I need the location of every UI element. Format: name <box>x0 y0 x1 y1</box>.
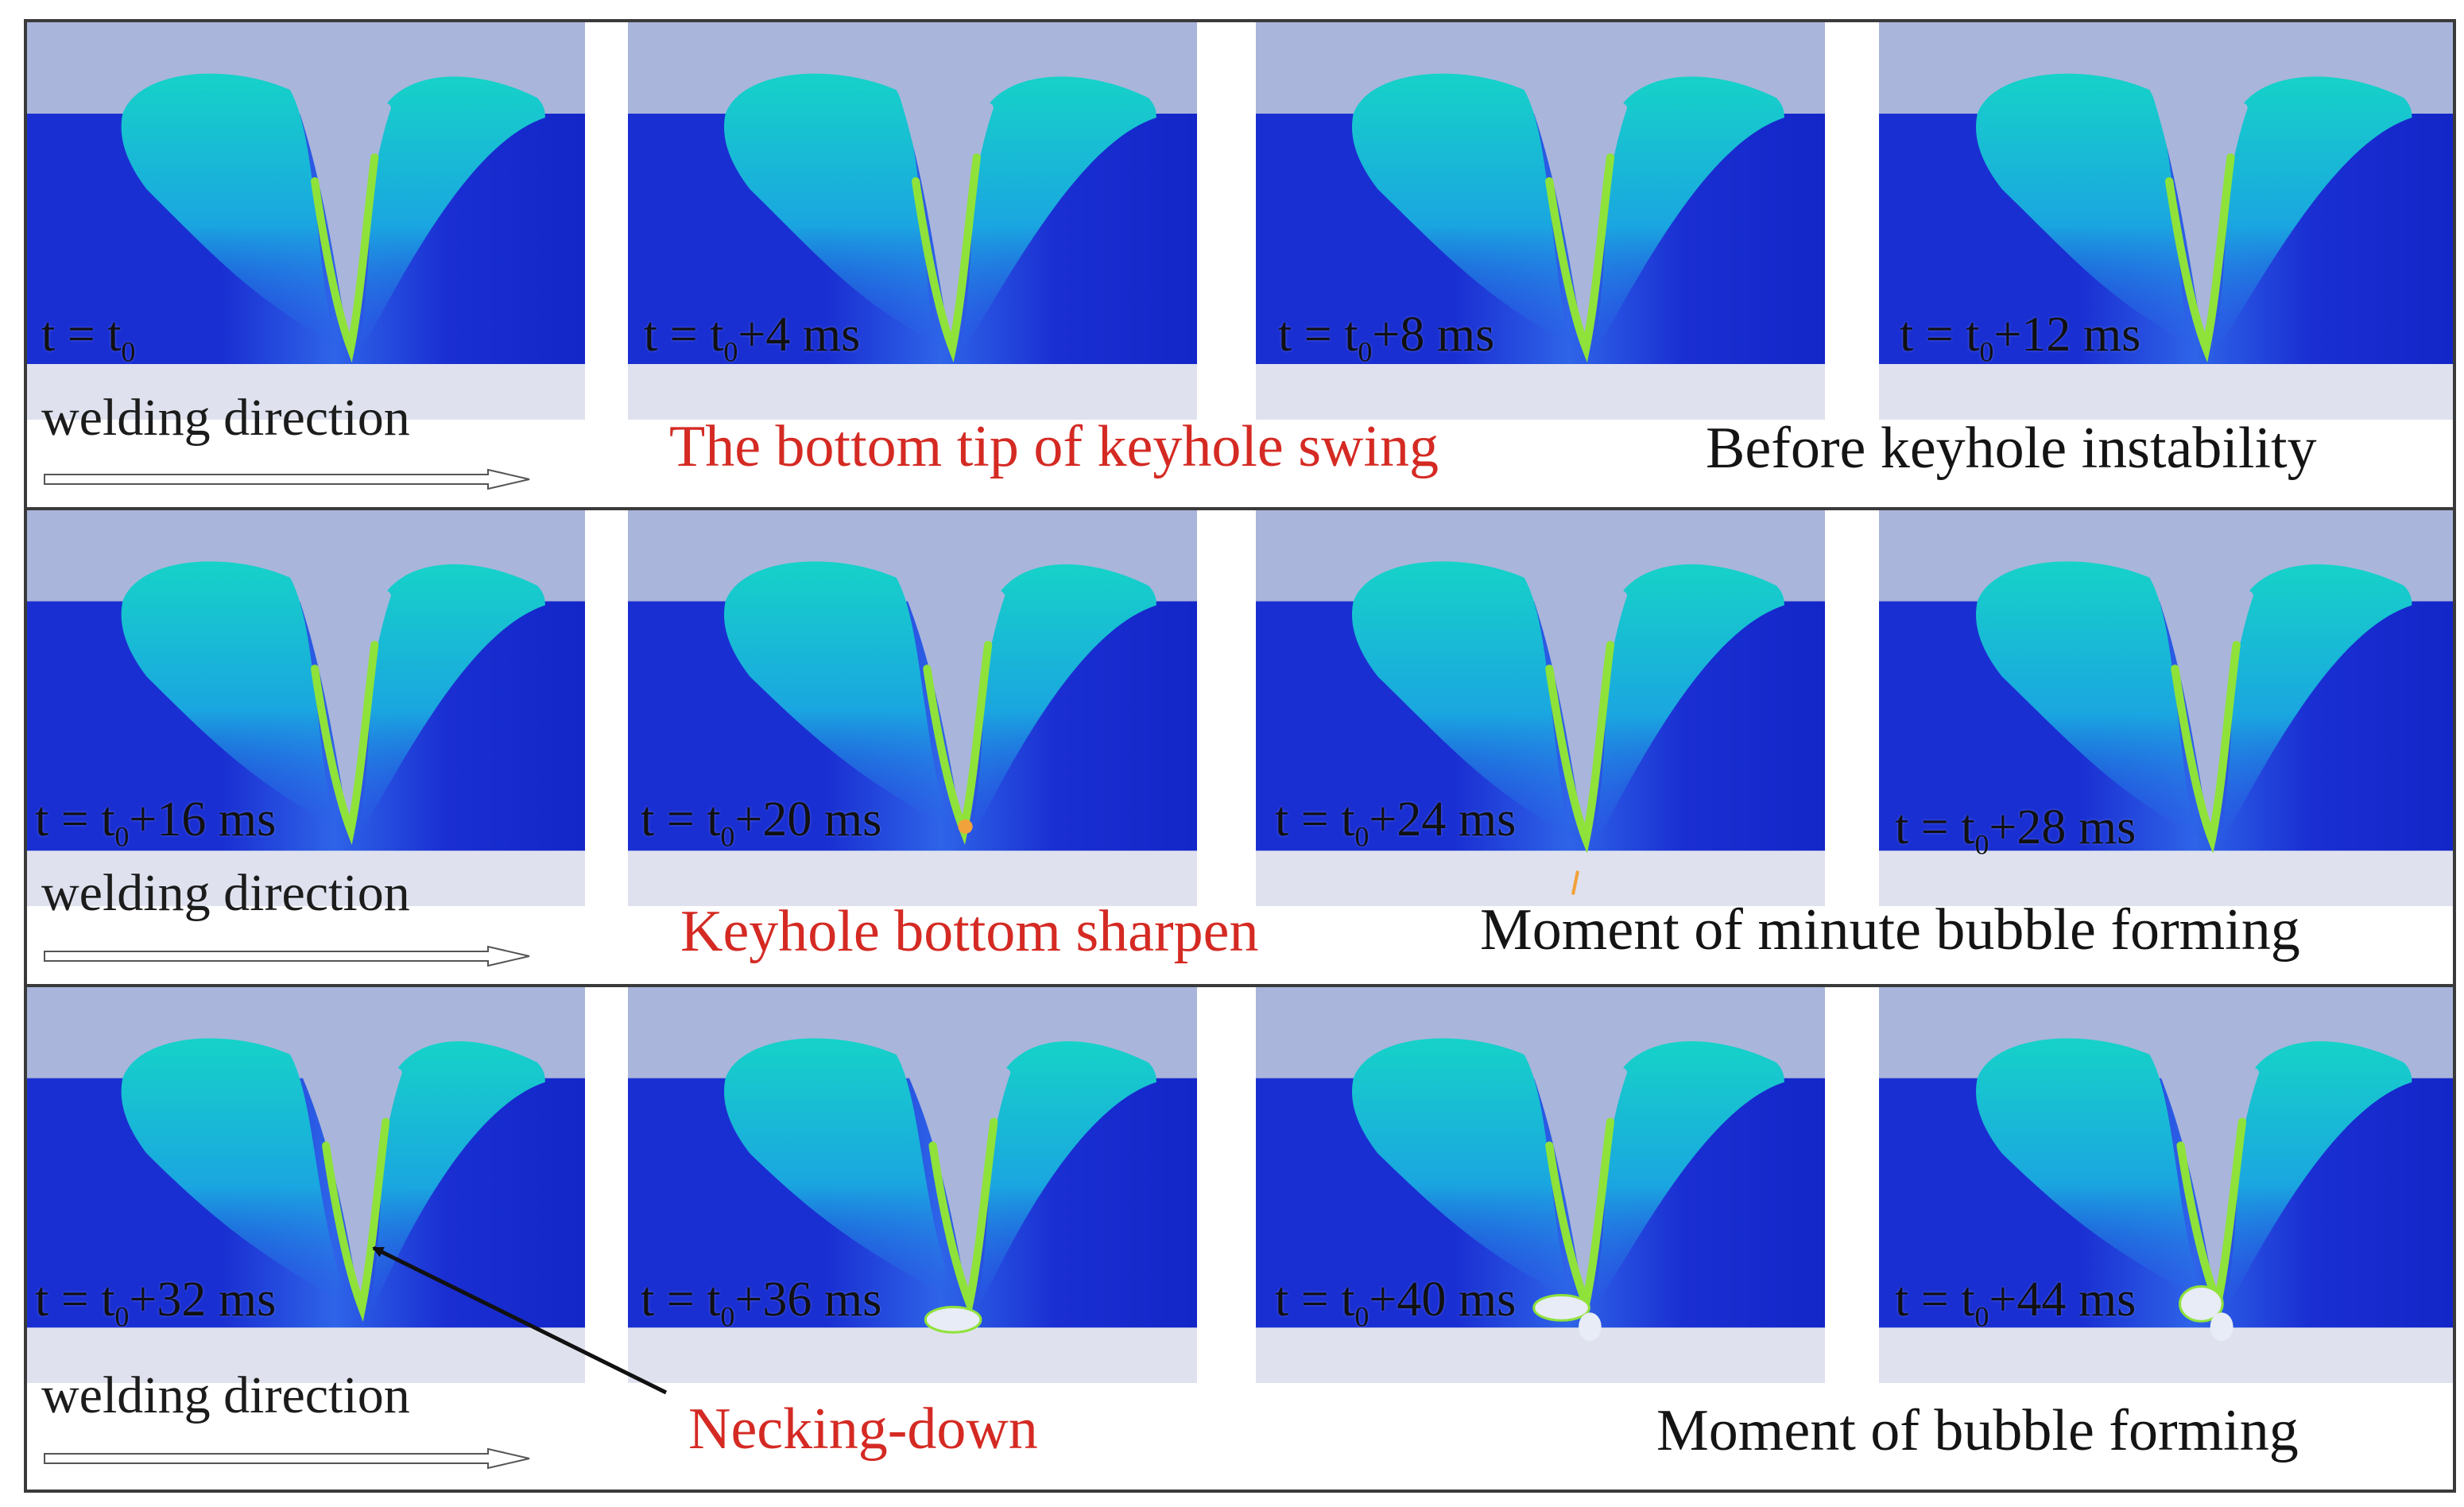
sim-panel <box>1256 510 1825 906</box>
sim-panel <box>27 510 585 906</box>
caption-necking-down: Necking-down <box>688 1397 1038 1462</box>
sim-panel <box>27 22 585 420</box>
time-label: t = t0+16 ms <box>35 792 277 853</box>
caption-minute-bubble: Moment of minute bubble forming <box>1480 897 2300 963</box>
melt-pool-graphic <box>1256 987 1825 1383</box>
melt-pool-graphic <box>1256 22 1825 420</box>
sim-panel <box>628 987 1197 1383</box>
melt-pool-graphic <box>1879 987 2453 1383</box>
caption-bottom-sharpen: Keyhole bottom sharpen <box>680 899 1259 964</box>
time-label: t = t0+28 ms <box>1895 800 2137 861</box>
time-label: t = t0+40 ms <box>1275 1273 1517 1333</box>
sim-panel <box>1256 22 1825 420</box>
time-label: t = t0+44 ms <box>1895 1273 2137 1333</box>
time-label: t = t0+4 ms <box>644 308 861 368</box>
melt-pool-graphic <box>1879 22 2453 420</box>
melt-pool-graphic <box>628 22 1197 420</box>
time-label: t = t0+12 ms <box>1900 308 2141 368</box>
welding-direction-arrow-icon <box>44 945 530 967</box>
welding-direction-label: welding direction <box>41 389 410 447</box>
time-label: t = t0 <box>41 308 136 368</box>
welding-direction-label: welding direction <box>41 864 410 922</box>
time-label: t = t0+8 ms <box>1278 308 1495 368</box>
sim-panel <box>628 510 1197 906</box>
caption-keyhole-swing: The bottom tip of keyhole swing <box>669 414 1439 479</box>
melt-pool-graphic <box>628 510 1197 906</box>
sim-panel <box>1879 22 2453 420</box>
sim-panel <box>628 22 1197 420</box>
melt-pool-graphic <box>1879 510 2453 906</box>
welding-direction-arrow-icon <box>44 468 530 490</box>
melt-pool-graphic <box>628 987 1197 1383</box>
melt-pool-graphic <box>1256 510 1825 906</box>
time-label: t = t0+24 ms <box>1275 792 1517 853</box>
time-label: t = t0+20 ms <box>641 792 882 853</box>
welding-direction-label: welding direction <box>41 1366 410 1424</box>
melt-pool-graphic <box>27 510 585 906</box>
time-label: t = t0+36 ms <box>641 1273 882 1333</box>
melt-pool-graphic <box>27 22 585 420</box>
sim-panel <box>1879 987 2453 1383</box>
time-label: t = t0+32 ms <box>35 1273 277 1333</box>
caption-bubble-forming: Moment of bubble forming <box>1656 1398 2299 1463</box>
sim-panel <box>1879 510 2453 906</box>
welding-direction-arrow-icon <box>44 1447 530 1470</box>
sim-panel <box>1256 987 1825 1383</box>
caption-before-instability: Before keyhole instability <box>1706 416 2317 481</box>
